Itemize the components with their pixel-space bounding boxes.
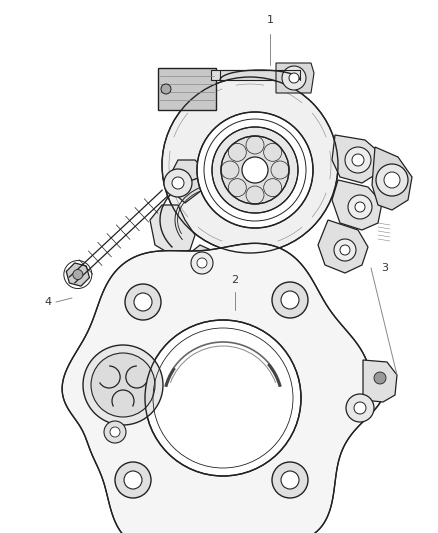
Circle shape — [115, 462, 151, 498]
Circle shape — [272, 462, 308, 498]
Circle shape — [197, 258, 207, 268]
Circle shape — [345, 147, 371, 173]
Polygon shape — [363, 360, 397, 402]
Circle shape — [346, 394, 374, 422]
Polygon shape — [185, 245, 222, 277]
Circle shape — [162, 77, 338, 253]
Circle shape — [124, 471, 142, 489]
Text: 1: 1 — [266, 15, 273, 25]
Text: 4: 4 — [44, 297, 52, 307]
Circle shape — [289, 73, 299, 83]
Circle shape — [334, 239, 356, 261]
Polygon shape — [332, 135, 380, 183]
Polygon shape — [372, 147, 412, 210]
Circle shape — [376, 164, 408, 196]
Circle shape — [197, 112, 313, 228]
Polygon shape — [158, 68, 216, 110]
Circle shape — [110, 427, 120, 437]
Circle shape — [164, 169, 192, 197]
Polygon shape — [318, 220, 368, 273]
Polygon shape — [276, 63, 314, 93]
Circle shape — [272, 282, 308, 318]
Circle shape — [125, 284, 161, 320]
Polygon shape — [332, 180, 382, 230]
Circle shape — [83, 345, 163, 425]
Circle shape — [104, 421, 126, 443]
Circle shape — [91, 353, 155, 417]
Circle shape — [374, 372, 386, 384]
Circle shape — [161, 84, 171, 94]
Circle shape — [282, 66, 306, 90]
Polygon shape — [150, 205, 195, 255]
Circle shape — [221, 136, 289, 204]
Polygon shape — [62, 244, 385, 533]
Circle shape — [281, 471, 299, 489]
Circle shape — [191, 252, 213, 274]
Circle shape — [212, 127, 298, 213]
Circle shape — [73, 270, 83, 279]
Circle shape — [384, 172, 400, 188]
Text: 2: 2 — [231, 275, 239, 285]
Polygon shape — [66, 263, 89, 286]
Circle shape — [340, 245, 350, 255]
Circle shape — [352, 154, 364, 166]
Polygon shape — [165, 160, 205, 203]
Circle shape — [145, 320, 301, 476]
Circle shape — [348, 195, 372, 219]
Text: 3: 3 — [381, 263, 389, 273]
Polygon shape — [211, 70, 286, 80]
Circle shape — [242, 157, 268, 183]
Circle shape — [355, 202, 365, 212]
Circle shape — [354, 402, 366, 414]
Circle shape — [172, 177, 184, 189]
Circle shape — [281, 291, 299, 309]
Circle shape — [134, 293, 152, 311]
